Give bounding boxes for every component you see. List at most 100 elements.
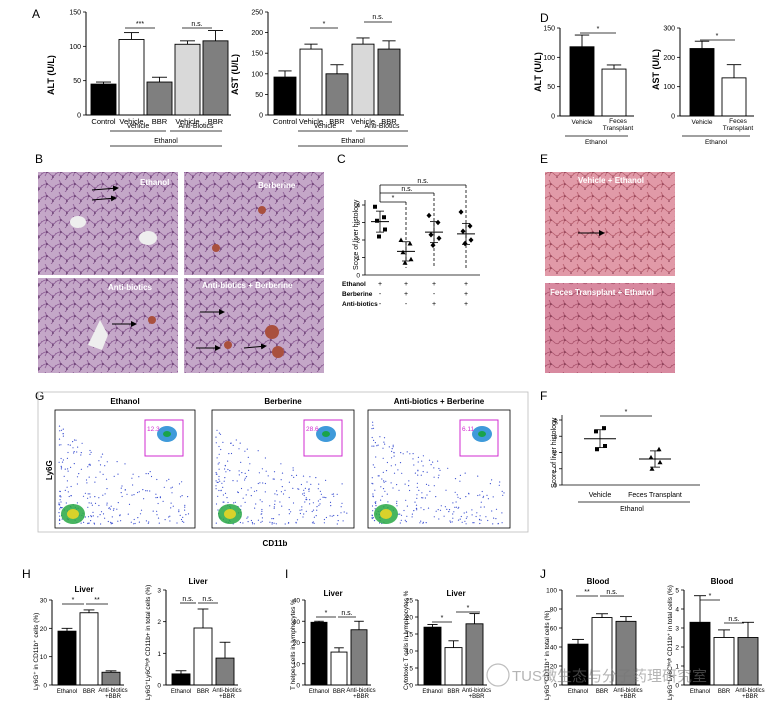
flow-event xyxy=(479,494,481,496)
y-tick-label: 40 xyxy=(293,598,301,605)
flow-event xyxy=(224,492,227,494)
flow-event xyxy=(471,509,473,511)
flow-event xyxy=(399,513,401,515)
flow-event xyxy=(501,512,503,514)
flow-event xyxy=(323,522,325,524)
flow-event xyxy=(187,496,189,498)
category-label: Anti-biotics xyxy=(346,688,375,694)
flow-event xyxy=(455,501,457,503)
flow-event xyxy=(408,480,410,482)
flow-event xyxy=(394,464,397,466)
flow-event xyxy=(181,520,183,523)
flow-event xyxy=(137,517,139,519)
flow-event xyxy=(381,495,383,497)
i1-sig1: * xyxy=(325,610,328,617)
flow-event xyxy=(317,488,319,490)
flow-event xyxy=(343,511,345,513)
flow-event xyxy=(451,521,453,523)
flow-event xyxy=(393,472,396,474)
flow-event xyxy=(250,495,252,497)
flow-event xyxy=(305,510,307,512)
y-tick-label: 0 xyxy=(296,683,300,690)
flow-event xyxy=(379,436,381,438)
flow-event xyxy=(453,511,455,513)
flow-event xyxy=(273,522,275,524)
flow-event xyxy=(433,476,435,478)
flow-event xyxy=(257,450,259,452)
flow-event xyxy=(497,523,499,525)
flow-event xyxy=(222,486,224,488)
flow-gate-value: 28.6 xyxy=(306,426,319,433)
flow-event xyxy=(399,522,401,524)
flow-event xyxy=(433,485,435,487)
bar xyxy=(465,623,484,686)
bar xyxy=(737,637,759,686)
flow-event xyxy=(310,483,312,485)
flow-event xyxy=(217,463,219,465)
flow-event xyxy=(420,474,422,476)
flow-event xyxy=(302,516,304,518)
flow-event xyxy=(59,430,61,432)
flow-event xyxy=(480,506,482,508)
flow-event xyxy=(227,468,229,471)
micrograph-label-vehicle-ethanol: Vehicle + Ethanol xyxy=(578,176,644,185)
flow-event xyxy=(319,498,321,500)
flow-event xyxy=(75,439,77,441)
flow-event xyxy=(91,504,93,506)
flow-plot: Ethanol 12.3 xyxy=(54,397,196,529)
flow-event xyxy=(99,464,102,466)
flow-event xyxy=(287,522,290,524)
y-tick-label: 0 xyxy=(77,113,81,120)
data-point xyxy=(428,231,434,238)
flow-event xyxy=(60,501,62,503)
y-tick-label: 0 xyxy=(553,683,557,690)
flow-gate-value: 12.3 xyxy=(147,426,160,433)
flow-event xyxy=(422,465,424,467)
y-tick-label: 1 xyxy=(356,255,360,262)
data-point xyxy=(657,459,663,465)
flow-event xyxy=(147,473,149,475)
flow-event xyxy=(391,448,393,450)
data-point xyxy=(430,242,436,249)
flow-event xyxy=(371,505,374,507)
flow-event xyxy=(251,521,253,524)
flow-event xyxy=(264,491,266,493)
flow-plot-title: Berberine xyxy=(264,397,302,406)
flow-event xyxy=(375,502,377,505)
flow-event xyxy=(396,500,398,502)
flow-event xyxy=(225,471,227,473)
flow-event xyxy=(87,466,89,468)
flow-event xyxy=(372,493,374,495)
flow-event xyxy=(100,523,102,525)
flow-event xyxy=(377,475,379,477)
flow-event xyxy=(60,444,62,446)
flow-event xyxy=(63,475,65,477)
flow-event xyxy=(400,514,403,516)
flow-event xyxy=(420,520,422,522)
flow-event xyxy=(168,478,170,480)
y-tick-label: 50 xyxy=(255,92,263,99)
flow-event xyxy=(465,517,467,519)
flow-event xyxy=(421,460,423,462)
flow-event xyxy=(59,523,61,525)
flow-event xyxy=(280,479,282,481)
flow-event xyxy=(282,493,285,495)
flow-event xyxy=(62,459,64,461)
flow-event xyxy=(257,519,259,521)
flow-event xyxy=(275,523,277,525)
flow-event xyxy=(98,460,100,462)
category-label: Anti-biotics xyxy=(462,688,491,694)
flow-event xyxy=(220,490,222,492)
y-tick-label: 5 xyxy=(675,588,679,595)
flow-event xyxy=(150,475,153,478)
flow-event xyxy=(478,519,481,521)
flow-event xyxy=(261,501,263,503)
flow-event xyxy=(88,502,90,504)
y-tick-label: 200 xyxy=(663,55,675,62)
flow-event xyxy=(62,433,64,435)
panel-label-b: B xyxy=(35,152,43,166)
flow-event xyxy=(58,519,61,521)
flow-event xyxy=(448,509,451,511)
y-tick-label: 20 xyxy=(550,664,558,671)
condition-mark: + xyxy=(378,281,382,288)
